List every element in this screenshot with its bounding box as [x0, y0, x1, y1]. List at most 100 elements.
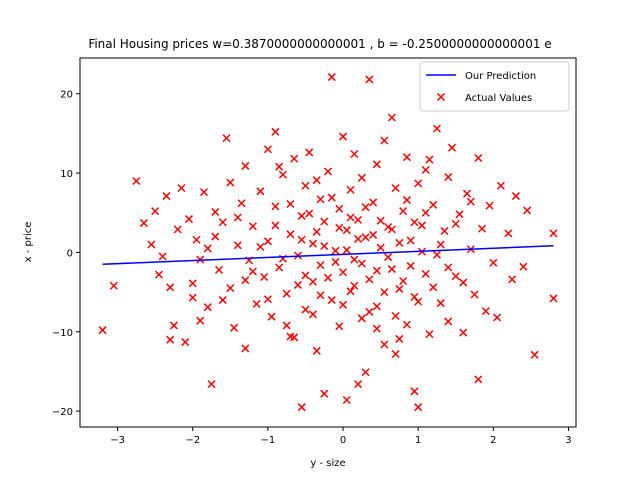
data-point — [504, 229, 513, 238]
data-point — [199, 188, 209, 197]
data-point — [327, 296, 336, 305]
data-point — [447, 143, 457, 152]
data-point — [109, 281, 118, 290]
data-point — [519, 262, 528, 271]
data-point — [316, 261, 325, 270]
data-point — [365, 275, 374, 284]
data-point — [263, 295, 272, 304]
data-point — [372, 302, 381, 311]
data-point — [365, 75, 374, 84]
data-point — [184, 215, 194, 224]
data-point — [395, 284, 404, 293]
data-point — [432, 124, 442, 133]
data-point — [286, 199, 295, 209]
data-point — [271, 127, 280, 136]
data-point — [282, 321, 291, 330]
data-point — [350, 149, 359, 159]
data-point — [444, 317, 453, 326]
data-point — [139, 219, 148, 228]
data-point — [301, 181, 310, 190]
data-point — [312, 176, 321, 185]
x-axis-ticks: −3 −2 −1 0 1 2 3 — [110, 427, 572, 446]
data-point — [132, 176, 141, 186]
y-tick-label: 10 — [60, 169, 73, 180]
data-point — [466, 197, 475, 206]
data-point — [331, 257, 340, 266]
y-axis-ticks: −20 −10 0 10 20 — [52, 90, 80, 418]
data-point — [350, 255, 359, 264]
data-point — [493, 313, 502, 322]
data-point — [429, 200, 438, 209]
data-point — [421, 269, 430, 278]
data-point — [462, 189, 472, 198]
data-point — [406, 236, 415, 245]
data-point — [338, 132, 348, 141]
data-point — [485, 201, 494, 210]
data-point — [346, 213, 355, 222]
data-point — [474, 153, 483, 163]
data-point — [252, 299, 261, 309]
data-point — [192, 235, 201, 244]
data-point — [455, 210, 464, 219]
data-point — [361, 203, 370, 212]
y-tick-label: 0 — [67, 248, 73, 259]
data-point — [511, 192, 520, 201]
data-point — [384, 253, 393, 262]
data-point — [188, 293, 197, 302]
data-point — [308, 277, 318, 286]
data-point — [256, 242, 265, 251]
data-point — [290, 333, 299, 342]
data-point — [263, 237, 272, 246]
data-point — [275, 263, 284, 272]
x-tick-label: 2 — [490, 435, 496, 446]
data-point — [222, 134, 231, 143]
x-tick-label: 1 — [415, 435, 421, 446]
data-point — [346, 287, 355, 296]
data-point — [481, 307, 490, 316]
data-point — [338, 300, 348, 309]
data-point — [391, 311, 400, 320]
data-point — [226, 178, 235, 187]
data-point — [357, 259, 366, 268]
data-point — [211, 207, 220, 216]
plot-frame — [79, 57, 577, 428]
data-point — [166, 335, 175, 344]
data-point — [278, 170, 287, 179]
data-point — [444, 263, 453, 272]
x-axis-label: y - size — [310, 458, 345, 469]
legend-x-marker — [436, 92, 446, 102]
data-point — [327, 73, 336, 82]
data-point — [459, 278, 468, 287]
data-point — [173, 225, 182, 234]
data-point — [372, 266, 381, 275]
data-point — [290, 154, 299, 163]
x-tick-label: 0 — [340, 435, 346, 446]
data-point — [451, 219, 460, 228]
data-point — [181, 338, 190, 347]
data-point — [346, 185, 355, 194]
data-point — [162, 192, 171, 201]
data-point — [391, 349, 400, 359]
data-point — [384, 222, 393, 232]
x-tick-label: 3 — [565, 435, 571, 446]
data-point — [489, 258, 498, 267]
data-point — [429, 283, 438, 292]
data-point — [335, 322, 344, 331]
data-point — [361, 368, 370, 377]
data-point — [166, 283, 175, 292]
data-point — [301, 271, 310, 280]
data-point — [316, 291, 325, 300]
data-point — [369, 198, 378, 207]
data-point — [387, 225, 396, 234]
data-point — [260, 272, 269, 282]
data-point — [203, 244, 212, 253]
data-point — [432, 250, 442, 259]
data-point — [402, 320, 411, 329]
legend: Our Prediction Actual Values — [419, 61, 570, 112]
legend-box — [419, 61, 570, 112]
y-tick-label: 20 — [60, 90, 73, 101]
data-point — [248, 222, 257, 231]
data-point — [241, 344, 250, 353]
data-point — [444, 173, 453, 182]
data-point — [230, 323, 239, 332]
